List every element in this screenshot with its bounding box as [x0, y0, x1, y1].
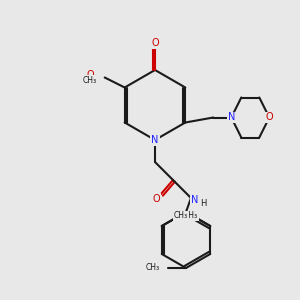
Text: N: N — [191, 195, 199, 205]
Text: CH₃: CH₃ — [184, 212, 198, 220]
Text: CH₃: CH₃ — [174, 212, 188, 220]
Text: N: N — [228, 112, 235, 122]
Text: O: O — [152, 194, 160, 204]
Text: O: O — [151, 38, 159, 48]
Text: H: H — [200, 200, 206, 208]
Text: CH₃: CH₃ — [83, 76, 97, 85]
Text: CH₃: CH₃ — [146, 263, 160, 272]
Text: O: O — [87, 70, 94, 80]
Text: N: N — [151, 135, 159, 145]
Text: O: O — [266, 112, 273, 122]
